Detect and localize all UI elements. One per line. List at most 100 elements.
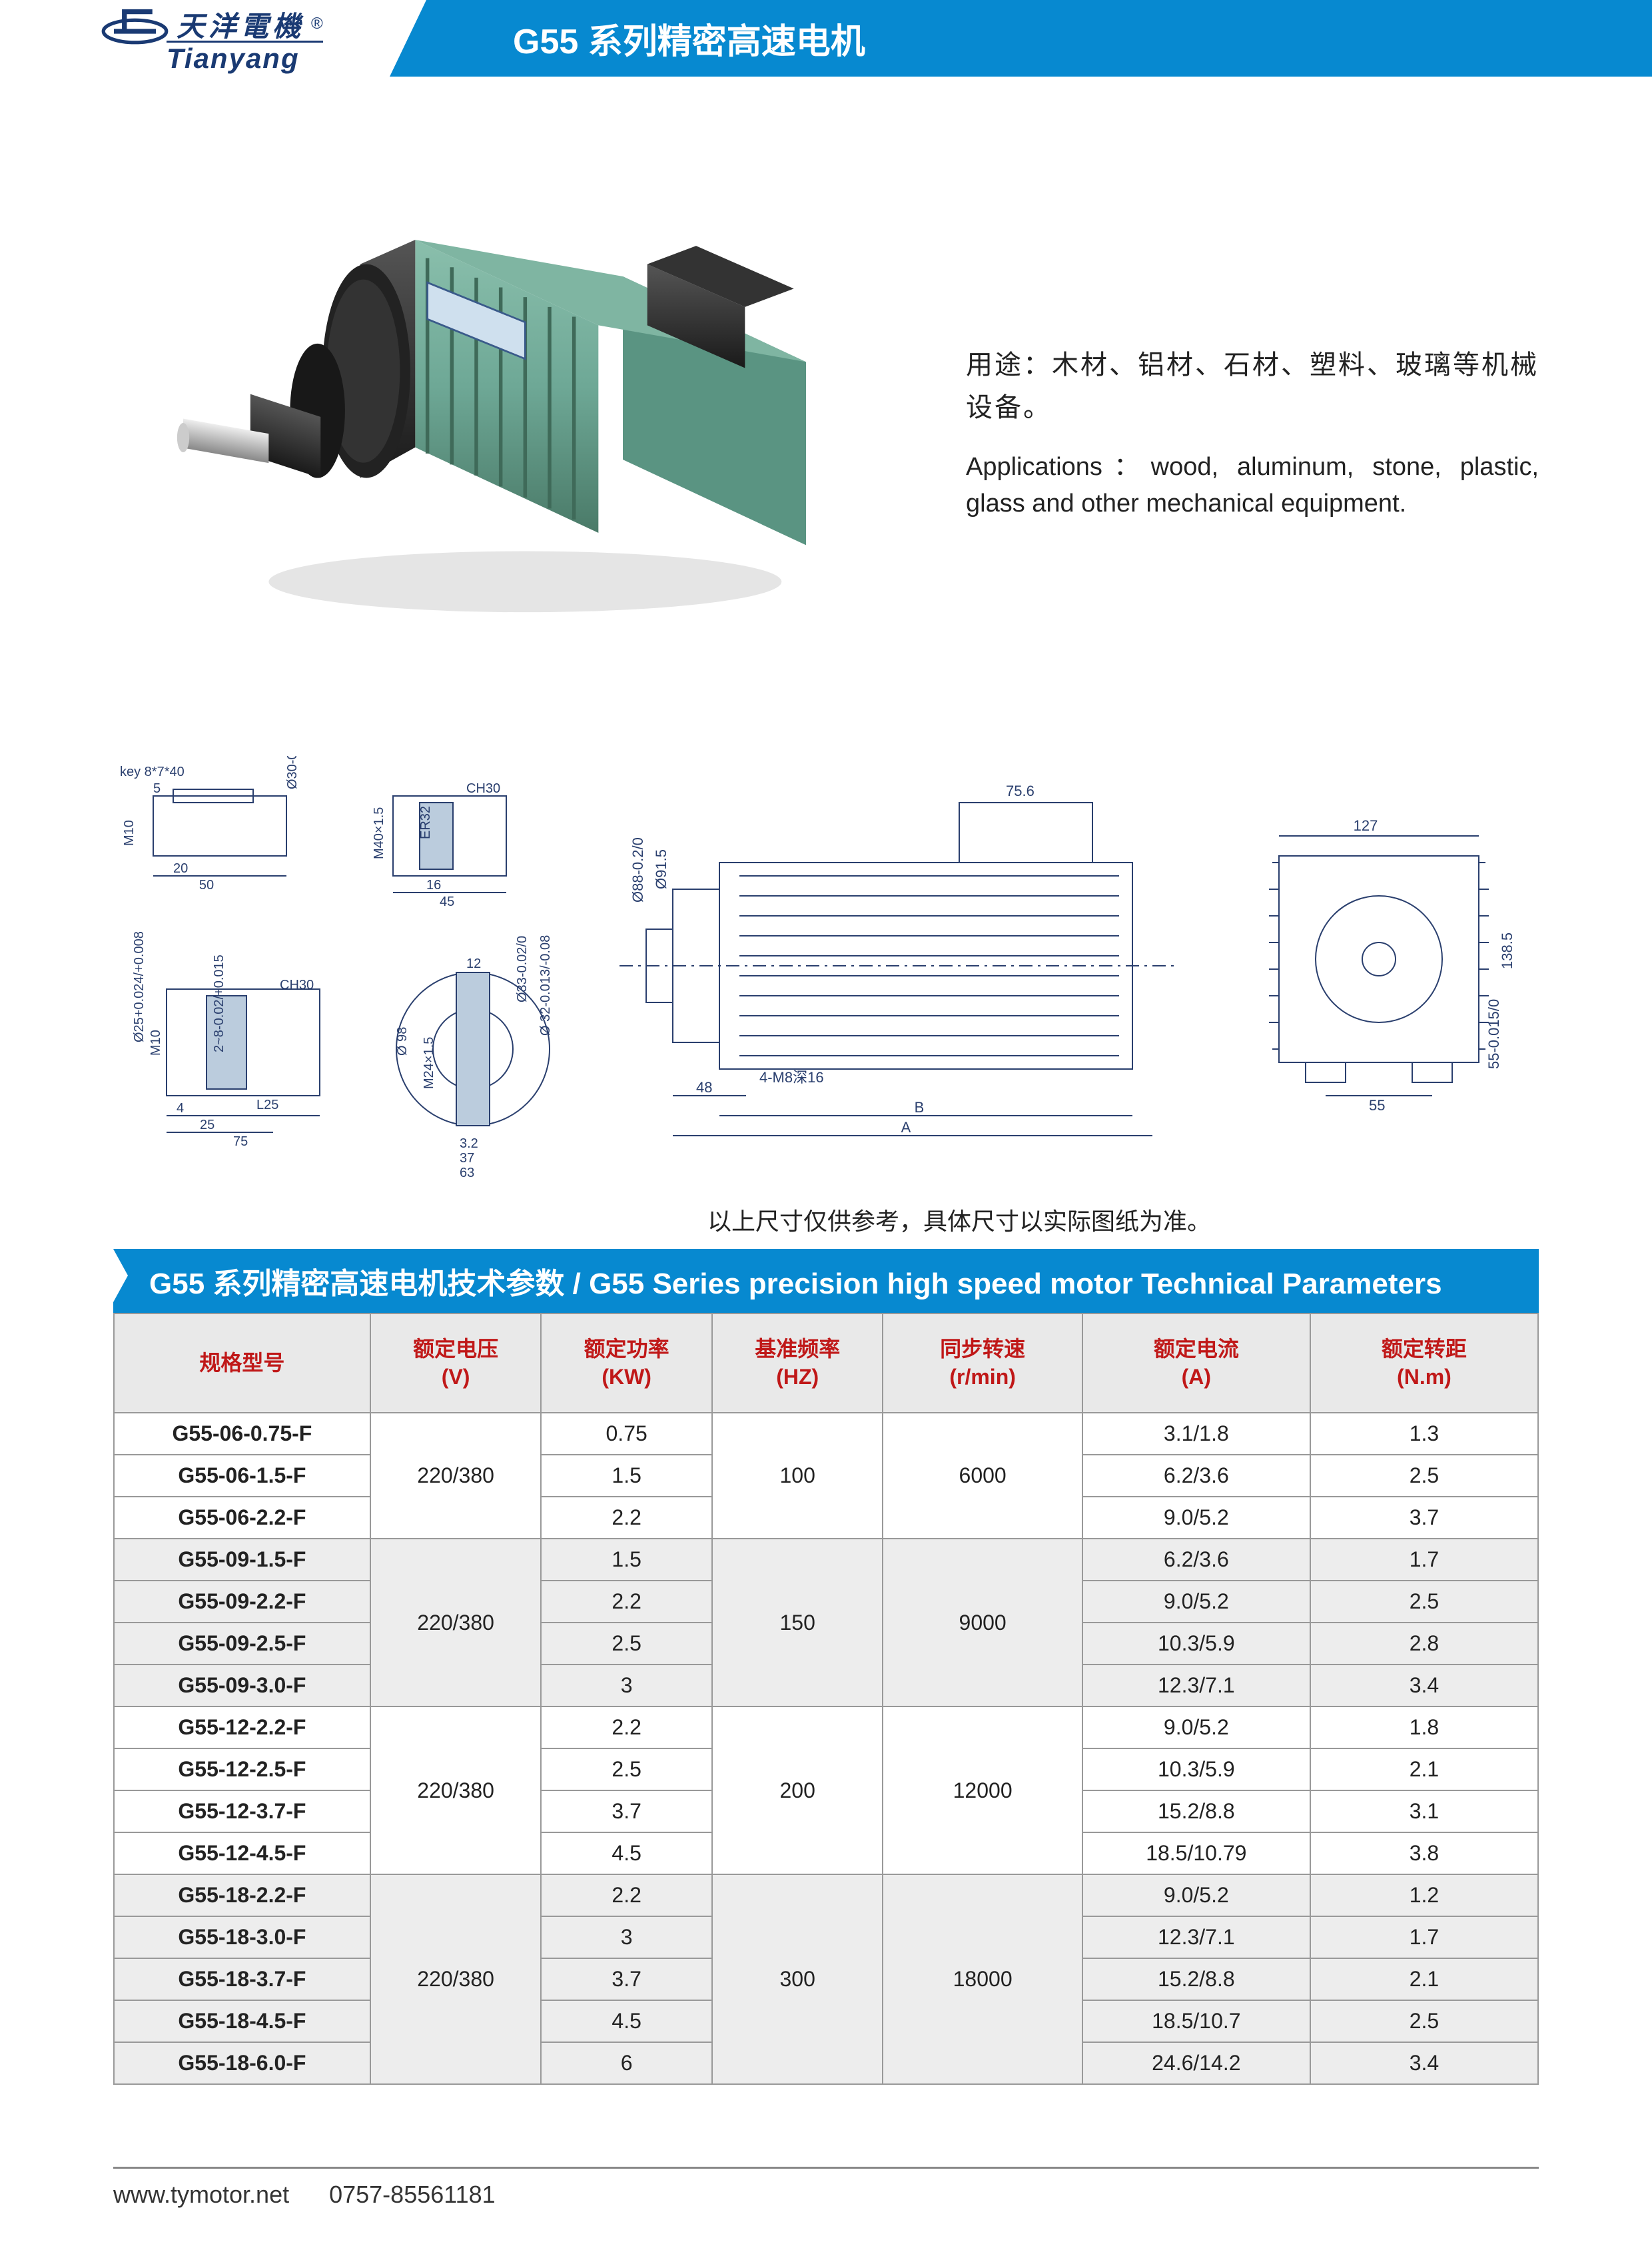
logo-icon [100,3,170,46]
table-row: G55-09-1.5-F220/3801.515090006.2/3.61.7 [114,1539,1538,1581]
cell-kw: 2.2 [541,1497,712,1539]
table-header-cell: 基准频率(HZ) [712,1313,883,1413]
product-description: 用途：木材、铝材、石材、塑料、玻璃等机械设备。 Applications：woo… [966,324,1539,522]
svg-text:L25: L25 [256,1098,278,1112]
cell-torque: 3.1 [1310,1790,1538,1832]
svg-text:63: 63 [460,1166,474,1180]
cell-torque: 1.3 [1310,1413,1538,1455]
cell-kw: 1.5 [541,1455,712,1497]
cell-rpm: 9000 [883,1539,1082,1706]
cell-torque: 2.5 [1310,2000,1538,2042]
cell-kw: 1.5 [541,1539,712,1581]
svg-text:M10: M10 [122,820,137,846]
cell-torque: 2.5 [1310,1581,1538,1623]
cell-current: 12.3/7.1 [1082,1916,1310,1958]
drawing-left: key 8*7*40 M10 50 20 5 Ø30-0.009/-0.024 [113,756,580,1182]
cell-model: G55-09-2.5-F [114,1623,370,1665]
svg-text:55-0.015/0: 55-0.015/0 [1485,999,1502,1069]
logo: 天洋電機 ® Tianyang [100,3,323,75]
cell-model: G55-09-3.0-F [114,1665,370,1706]
svg-text:A: A [901,1119,911,1136]
cell-current: 18.5/10.7 [1082,2000,1310,2042]
svg-text:37: 37 [460,1151,474,1166]
table-row: G55-12-2.2-F220/3802.2200120009.0/5.21.8 [114,1706,1538,1748]
cell-kw: 4.5 [541,1832,712,1874]
description-chinese: 用途：木材、铝材、石材、塑料、玻璃等机械设备。 [966,344,1539,429]
svg-text:20: 20 [173,861,188,876]
svg-text:ER32: ER32 [418,806,433,839]
cell-current: 24.6/14.2 [1082,2042,1310,2084]
cell-kw: 2.5 [541,1623,712,1665]
technical-drawings: key 8*7*40 M10 50 20 5 Ø30-0.009/-0.024 [0,716,1652,1236]
cell-kw: 0.75 [541,1413,712,1455]
cell-voltage: 220/380 [370,1539,542,1706]
cell-current: 6.2/3.6 [1082,1539,1310,1581]
cell-current: 12.3/7.1 [1082,1665,1310,1706]
svg-text:16: 16 [426,878,441,893]
cell-torque: 1.7 [1310,1916,1538,1958]
cell-current: 6.2/3.6 [1082,1455,1310,1497]
cell-torque: 1.8 [1310,1706,1538,1748]
cell-model: G55-12-4.5-F [114,1832,370,1874]
svg-text:CH30: CH30 [280,978,314,992]
cell-model: G55-12-2.2-F [114,1706,370,1748]
cell-voltage: 220/380 [370,1413,542,1539]
cell-current: 9.0/5.2 [1082,1706,1310,1748]
cell-current: 15.2/8.8 [1082,1790,1310,1832]
cell-hz: 200 [712,1706,883,1874]
cell-model: G55-18-4.5-F [114,2000,370,2042]
svg-text:55: 55 [1369,1097,1385,1114]
cell-torque: 3.7 [1310,1497,1538,1539]
description-english: Applications：wood, aluminum, stone, plas… [966,449,1539,522]
svg-text:75: 75 [233,1134,248,1149]
cell-model: G55-09-1.5-F [114,1539,370,1581]
cell-current: 9.0/5.2 [1082,1581,1310,1623]
cell-kw: 6 [541,2042,712,2084]
cell-model: G55-18-3.0-F [114,1916,370,1958]
section-header: G55 系列精密高速电机技术参数 / G55 Series precision … [113,1249,1539,1313]
logo-area: 天洋電機 ® Tianyang [0,0,426,77]
table-row: G55-18-2.2-F220/3802.2300180009.0/5.21.2 [114,1874,1538,1916]
cell-model: G55-18-2.2-F [114,1874,370,1916]
svg-text:M24×1.5: M24×1.5 [422,1037,436,1089]
svg-text:4: 4 [177,1101,184,1116]
cell-model: G55-12-3.7-F [114,1790,370,1832]
cell-hz: 100 [712,1413,883,1539]
svg-text:Ø33-0.02/0: Ø33-0.02/0 [515,936,530,1002]
footer-url: www.tymotor.net [113,2181,289,2209]
table-header-cell: 规格型号 [114,1313,370,1413]
svg-text:4-M8深16: 4-M8深16 [759,1069,824,1086]
cell-kw: 3 [541,1916,712,1958]
table-header-cell: 额定转距(N.m) [1310,1313,1538,1413]
cell-model: G55-12-2.5-F [114,1748,370,1790]
cell-torque: 2.5 [1310,1455,1538,1497]
page-title: G55 系列精密高速电机 [513,13,865,63]
cell-kw: 2.5 [541,1748,712,1790]
cell-voltage: 220/380 [370,1874,542,2084]
header: 天洋電機 ® Tianyang G55 系列精密高速电机 [0,0,1652,77]
svg-text:Ø91.5: Ø91.5 [653,849,669,889]
svg-text:Ø25+0.024/+0.008: Ø25+0.024/+0.008 [132,931,147,1042]
cell-kw: 4.5 [541,2000,712,2042]
logo-english: Tianyang [167,41,323,75]
svg-text:50: 50 [199,878,214,893]
cell-torque: 1.2 [1310,1874,1538,1916]
cell-torque: 3.4 [1310,1665,1538,1706]
cell-torque: 2.1 [1310,1748,1538,1790]
svg-text:2~8-0.02/+0.015: 2~8-0.02/+0.015 [212,954,226,1052]
dim-key: key 8*7*40 [120,765,185,779]
svg-text:Ø 98: Ø 98 [395,1027,410,1056]
cell-model: G55-06-0.75-F [114,1413,370,1455]
footer: www.tymotor.net 0757-85561181 [113,2167,1539,2209]
section-title: G55 系列精密高速电机技术参数 / G55 Series precision … [133,1268,1442,1300]
product-image [113,170,913,676]
cell-torque: 3.4 [1310,2042,1538,2084]
cell-hz: 300 [712,1874,883,2084]
svg-text:12: 12 [466,956,481,971]
footer-phone: 0757-85561181 [329,2181,496,2209]
cell-model: G55-18-3.7-F [114,1958,370,2000]
cell-torque: 1.7 [1310,1539,1538,1581]
cell-model: G55-09-2.2-F [114,1581,370,1623]
svg-text:48: 48 [696,1079,712,1096]
cell-current: 3.1/1.8 [1082,1413,1310,1455]
